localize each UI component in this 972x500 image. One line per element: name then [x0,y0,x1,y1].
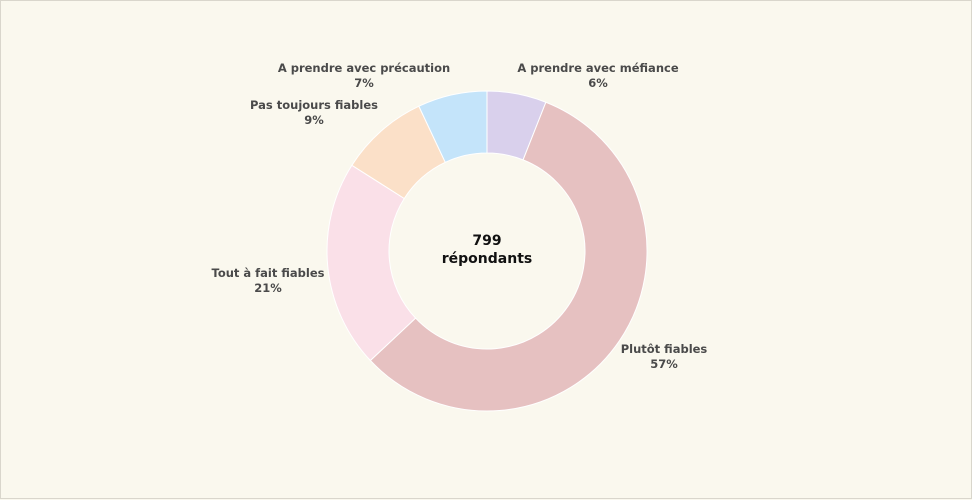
slice-label-3: Tout à fait fiables [212,266,325,280]
slice-label-5: A prendre avec précaution [278,61,450,75]
slice-percent-5: 7% [354,76,374,90]
center-count: 799 [472,233,501,249]
slice-percent-3: 21% [254,281,282,295]
slice-percent-1: 6% [588,76,608,90]
slice-label-2: Plutôt fiables [621,342,708,356]
slice-3 [326,164,417,362]
slice-percent-2: 57% [650,357,678,371]
slice-label-4: Pas toujours fiables [250,98,378,112]
center-caption: répondants [442,251,532,267]
slice-5 [418,90,488,163]
donut-slices [326,90,648,412]
slice-percent-4: 9% [304,113,324,127]
slice-label-1: A prendre avec méfiance [517,61,678,75]
slice-2 [369,101,648,412]
